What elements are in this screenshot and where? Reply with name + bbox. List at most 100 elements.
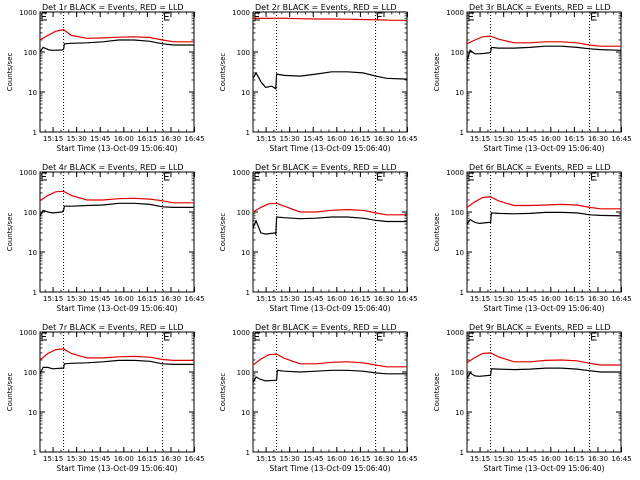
y-tick-label: 1 — [460, 449, 464, 457]
panel-title: Det 6r BLACK = Events, RED = LLD — [469, 163, 611, 172]
lld-series-line — [252, 17, 407, 21]
detector-panel-3: Det 3r BLACK = Events, RED = LLD 1 10 100 10… — [433, 3, 632, 153]
lld-series-line — [39, 29, 194, 43]
plot-frame — [39, 171, 195, 293]
event-marker — [377, 332, 383, 341]
y-tick-label: 1 — [246, 129, 250, 137]
x-tick-label: 16:30 — [374, 295, 394, 303]
x-tick-label: 15:45 — [303, 295, 323, 303]
x-axis-label: Start Time (13-Oct-09 15:06:40) — [56, 144, 177, 153]
lld-series-line — [466, 196, 621, 210]
y-tick-label: 1000 — [446, 9, 464, 17]
x-tick-label: 16:45 — [184, 295, 204, 303]
event-marker — [468, 332, 474, 341]
plot-frame — [39, 331, 195, 453]
y-tick-label: 1 — [460, 289, 464, 297]
y-tick-label: 10 — [241, 409, 250, 417]
y-tick-label: 10 — [241, 249, 250, 257]
events-series-line — [252, 216, 407, 236]
lld-series-line — [252, 353, 407, 368]
event-marker — [591, 172, 597, 181]
x-tick-label: 15:45 — [303, 455, 323, 463]
x-tick-label: 16:15 — [350, 135, 370, 143]
y-tick-label: 1 — [33, 289, 37, 297]
events-series-line — [466, 45, 622, 62]
y-tick-label: 1000 — [19, 169, 37, 177]
event-marker — [591, 12, 597, 21]
x-tick-label: 16:30 — [588, 135, 608, 143]
x-axis-label: Start Time (13-Oct-09 15:06:40) — [483, 144, 604, 153]
y-tick-label: 1000 — [232, 169, 250, 177]
x-tick-label: 16:30 — [161, 455, 181, 463]
x-tick-label: 16:00 — [541, 135, 561, 143]
x-axis-label: Start Time (13-Oct-09 15:06:40) — [269, 304, 390, 313]
x-tick-label: 15:15 — [43, 295, 63, 303]
x-tick-label: 16:45 — [611, 455, 631, 463]
panel-title: Det 5r BLACK = Events, RED = LLD — [255, 163, 397, 172]
x-tick-label: 16:00 — [114, 455, 134, 463]
y-axis-label: Counts/sec — [219, 373, 227, 412]
x-tick-label: 15:45 — [517, 455, 537, 463]
event-marker — [41, 172, 47, 181]
plot-frame — [466, 331, 622, 453]
plot-frame — [252, 11, 408, 133]
x-axis-label: Start Time (13-Oct-09 15:06:40) — [483, 304, 604, 313]
x-tick-label: 15:45 — [517, 295, 537, 303]
x-tick-label: 16:00 — [541, 295, 561, 303]
y-axis-label: Counts/sec — [6, 213, 14, 252]
x-axis-label: Start Time (13-Oct-09 15:06:40) — [56, 304, 177, 313]
events-series-line — [466, 211, 622, 225]
x-tick-label: 15:45 — [90, 455, 110, 463]
y-tick-label: 10 — [455, 409, 464, 417]
x-tick-label: 16:30 — [161, 135, 181, 143]
x-tick-label: 16:15 — [137, 455, 157, 463]
event-marker — [468, 12, 474, 21]
event-marker — [377, 12, 383, 21]
lld-series-line — [466, 352, 621, 366]
x-tick-label: 16:00 — [327, 455, 347, 463]
panel-title: Det 7r BLACK = Events, RED = LLD — [42, 323, 184, 332]
x-tick-label: 15:15 — [256, 455, 276, 463]
x-tick-label: 16:15 — [350, 295, 370, 303]
event-marker — [41, 12, 47, 21]
x-tick-label: 15:30 — [280, 135, 300, 143]
x-tick-label: 16:00 — [114, 135, 134, 143]
y-axis-label: Counts/sec — [433, 373, 441, 412]
lld-series-line — [39, 348, 194, 361]
event-marker — [164, 12, 170, 21]
x-tick-label: 16:15 — [564, 455, 584, 463]
plot-frame — [252, 331, 408, 453]
event-marker — [164, 172, 170, 181]
x-tick-label: 16:30 — [588, 455, 608, 463]
panel-title: Det 8r BLACK = Events, RED = LLD — [255, 323, 397, 332]
x-axis-label: Start Time (13-Oct-09 15:06:40) — [56, 464, 177, 473]
x-tick-label: 15:15 — [43, 135, 63, 143]
event-marker — [254, 12, 260, 21]
y-tick-label: 1000 — [19, 329, 37, 337]
x-tick-label: 15:30 — [494, 135, 514, 143]
event-marker — [591, 332, 597, 341]
x-tick-label: 15:30 — [280, 455, 300, 463]
x-axis-label: Start Time (13-Oct-09 15:06:40) — [483, 464, 604, 473]
panel-title: Det 3r BLACK = Events, RED = LLD — [469, 3, 611, 12]
x-tick-label: 16:45 — [184, 135, 204, 143]
y-tick-label: 100 — [451, 369, 464, 377]
events-series-line — [39, 202, 194, 217]
x-tick-label: 16:00 — [114, 295, 134, 303]
y-tick-label: 1000 — [19, 9, 37, 17]
plot-frame — [466, 171, 622, 293]
y-tick-label: 100 — [24, 369, 37, 377]
y-tick-label: 10 — [241, 89, 250, 97]
x-tick-label: 15:30 — [67, 135, 87, 143]
y-tick-label: 10 — [28, 409, 37, 417]
x-tick-label: 16:15 — [137, 295, 157, 303]
y-axis-label: Counts/sec — [433, 213, 441, 252]
event-marker — [468, 172, 474, 181]
x-tick-label: 16:00 — [327, 295, 347, 303]
x-tick-label: 15:30 — [67, 295, 87, 303]
event-marker — [254, 332, 260, 341]
y-tick-label: 100 — [24, 49, 37, 57]
detector-panel-8: Det 8r BLACK = Events, RED = LLD 1 10 100 10… — [219, 323, 418, 473]
x-axis-label: Start Time (13-Oct-09 15:06:40) — [269, 464, 390, 473]
